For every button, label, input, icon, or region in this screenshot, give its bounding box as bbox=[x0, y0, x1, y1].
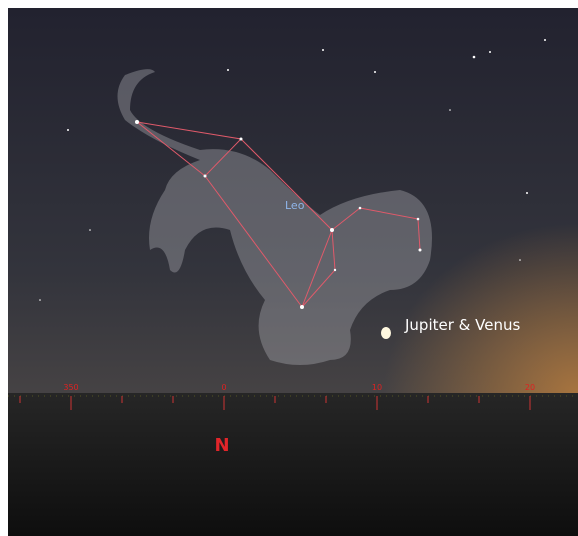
sky-view: Leo Jupiter & Venus N 350 0 10 20 bbox=[0, 0, 578, 536]
cardinal-label: N bbox=[214, 435, 229, 456]
constellation-label: Leo bbox=[285, 199, 305, 212]
planet-marker bbox=[381, 327, 391, 339]
azimuth-label: 0 bbox=[221, 383, 226, 392]
azimuth-label: 10 bbox=[372, 383, 382, 392]
azimuth-label: 350 bbox=[63, 383, 78, 392]
ground bbox=[8, 393, 578, 536]
azimuth-label: 20 bbox=[525, 383, 535, 392]
planet-label: Jupiter & Venus bbox=[404, 316, 520, 334]
